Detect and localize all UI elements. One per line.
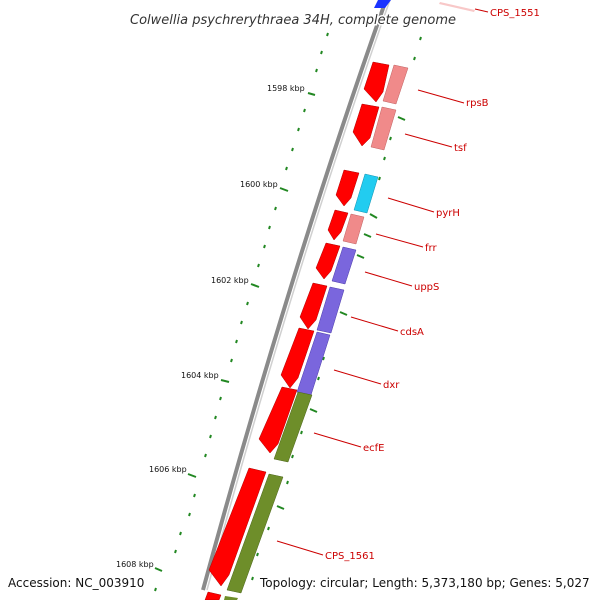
accession-text: Accession: NC_003910 — [8, 576, 144, 590]
major-tick-1602 — [250, 283, 260, 288]
major-tick-1606 — [187, 473, 197, 478]
gene-ticks — [251, 36, 422, 581]
gene-arrow-frr — [327, 209, 349, 241]
gene-arrow-dxr — [280, 327, 315, 389]
gene-arrow-pyrH — [335, 169, 360, 207]
gene-bar-ecfE — [273, 391, 313, 463]
genome-backbone — [201, 0, 388, 591]
forward-genes — [204, 61, 390, 600]
gene-bar-tsf — [370, 106, 397, 151]
scale-label-1604: 1604 kbp — [181, 371, 219, 380]
gene-label-CPS_1551: CPS_1551 — [490, 8, 540, 19]
gene-label-uppS: uppS — [414, 282, 439, 293]
major-tick-1598 — [307, 92, 316, 96]
major-tick-1600 — [279, 187, 289, 192]
topology-text: Topology: circular; Length: 5,373,180 bp… — [259, 576, 590, 590]
gene-arrow-uppS — [315, 242, 341, 280]
label-lines — [276, 8, 489, 556]
gene-bar-top-pink — [439, 2, 475, 12]
gene-label-dxr: dxr — [383, 380, 400, 391]
gene-bar-CPS_1561 — [226, 473, 284, 594]
gene-label-tsf: tsf — [454, 143, 467, 154]
gene-bar-pyrH — [353, 173, 379, 214]
gene-arrow-tsf — [352, 103, 380, 147]
scale-ticks — [154, 32, 329, 592]
scale-label-1598: 1598 kbp — [267, 84, 305, 93]
scale-label-1608: 1608 kbp — [116, 560, 154, 569]
map-title: Colwellia psychrerythraea 34H, complete … — [130, 13, 456, 28]
gene-arrow-ecfE — [258, 386, 298, 454]
major-tick-1608 — [154, 567, 163, 572]
gene-bar-frr — [342, 213, 365, 245]
gene-bar-CPS_1551 — [374, 0, 391, 8]
scale-label-1602: 1602 kbp — [211, 276, 249, 285]
gene-label-rpsB: rpsB — [466, 98, 489, 109]
gene-label-cdsA: cdsA — [400, 327, 424, 338]
gene-label-pyrH: pyrH — [436, 208, 460, 219]
major-tick-1604 — [220, 379, 230, 383]
genome-backbone-highlight — [206, 0, 391, 591]
gene-arrow-cdsA — [299, 282, 328, 330]
gene-label-frr: frr — [425, 243, 437, 254]
scale-label-1606: 1606 kbp — [149, 465, 187, 474]
gene-bar-rpsB — [382, 64, 409, 105]
gene-label-CPS_1561: CPS_1561 — [325, 551, 375, 562]
gene-bar-bottom — [224, 596, 238, 600]
gene-label-ecfE: ecfE — [363, 443, 385, 454]
scale-label-1600: 1600 kbp — [240, 180, 278, 189]
reverse-genes — [224, 0, 409, 600]
gene-arrow-bottom — [204, 591, 222, 600]
gene-arrow-rpsB — [363, 61, 390, 103]
gene-bar-uppS — [331, 246, 357, 285]
gene-arrow-CPS_1561 — [208, 467, 267, 587]
gene-bar-cdsA — [316, 286, 345, 334]
